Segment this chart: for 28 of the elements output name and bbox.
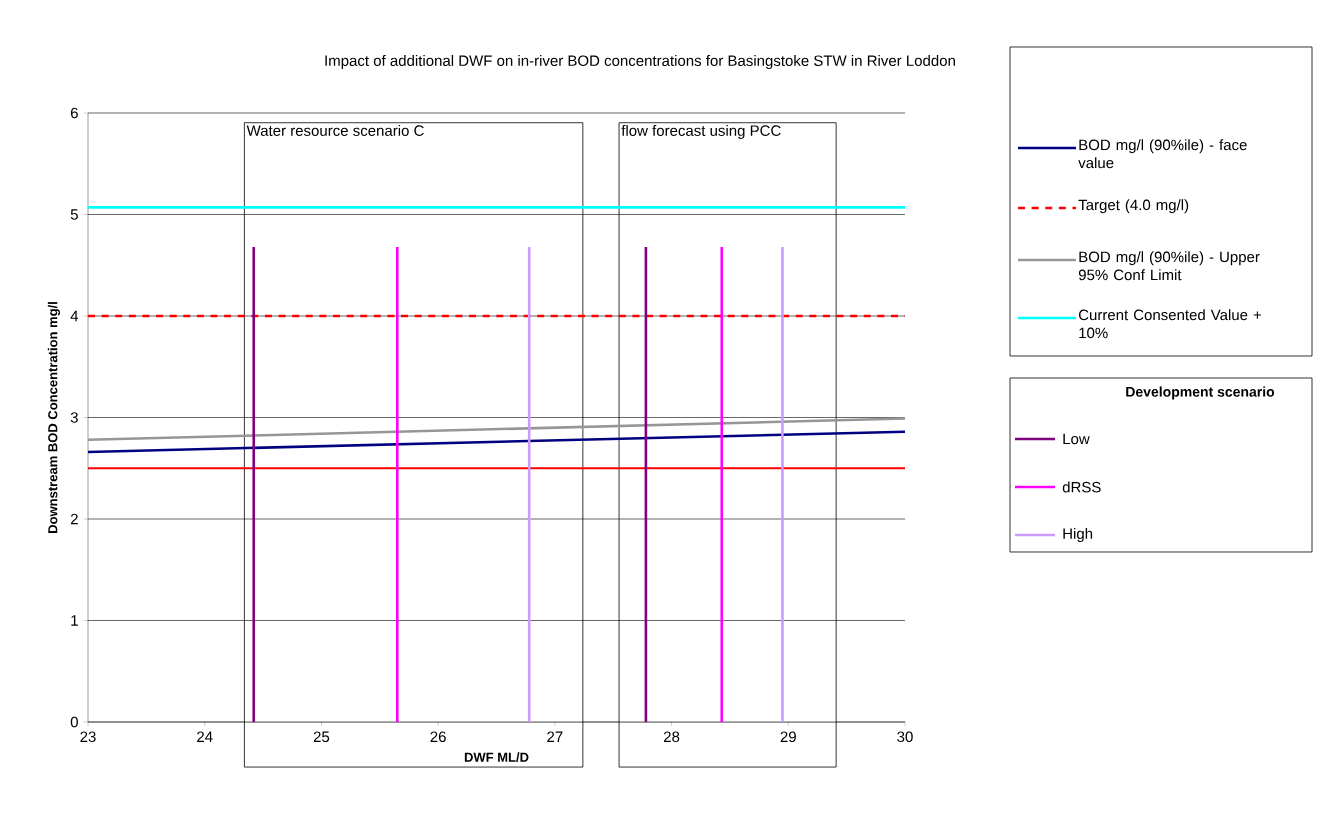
x-tick-label: 27 (547, 731, 563, 742)
band-label: flow forecast using PCC (621, 124, 781, 139)
x-tick-label: 28 (663, 731, 680, 743)
chart-title: Impact of additional DWF on in-river BOD concentrations for Basingstoke STW in River Loddon (325, 55, 955, 69)
y-axis-title: Downstream BOD Concentration mg/l (47, 302, 61, 533)
y-tick-label: 1 (71, 615, 78, 626)
legend-title: Development scenario (1126, 386, 1275, 400)
x-tick-label: 23 (80, 731, 96, 743)
x-tick-label: 25 (313, 731, 330, 743)
x-tick-label: 30 (897, 731, 913, 743)
y-tick-label: 3 (70, 412, 78, 423)
x-tick-label: 24 (197, 731, 213, 742)
y-tick-label: 6 (70, 107, 78, 119)
legend-label: BOD mg/l (90%ile) - Upper 95% Conf Limit (1078, 251, 1260, 281)
y-tick-label: 0 (70, 716, 78, 728)
legend-label: Low (1063, 433, 1090, 445)
legend-label: Current Consented Value + 10% (1078, 309, 1261, 339)
y-tick-label: 2 (70, 513, 78, 525)
x-axis-title: DWF ML/D (464, 752, 529, 762)
legend-label: High (1063, 528, 1093, 542)
legend-label: Target (4.0 mg/l) (1078, 199, 1189, 214)
y-tick-label: 5 (70, 209, 78, 220)
x-tick-label: 26 (430, 731, 446, 743)
legend-label: BOD mg/l (90%ile) - face value (1078, 139, 1247, 169)
band-label: Water resource scenario C (246, 124, 424, 136)
x-tick-label: 29 (780, 731, 796, 743)
y-tick-label: 4 (70, 310, 79, 322)
legend-label: dRSS (1062, 481, 1101, 493)
